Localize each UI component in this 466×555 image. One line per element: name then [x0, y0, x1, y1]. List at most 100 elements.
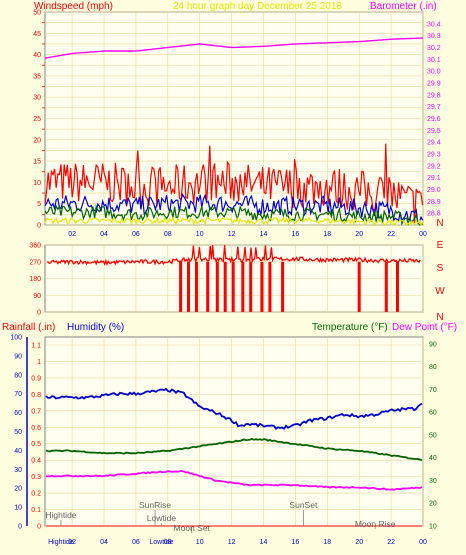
event-annotation-label: Lowtide	[147, 513, 177, 523]
humidity-line	[45, 387, 423, 430]
temperature-tick-label: 90	[429, 341, 437, 348]
barometer-line	[44, 37, 424, 59]
event-annotation-label: SunSet	[289, 500, 318, 510]
barometer-tick-label: 29.1	[427, 175, 441, 182]
wind-x-tick-label: 08	[164, 231, 172, 238]
barometer-tick-label: 29.9	[427, 81, 441, 88]
compass-label: S	[437, 263, 444, 274]
rainfall-tick-label: 0.7	[31, 408, 41, 415]
humidity-tick-label: 60	[14, 410, 22, 417]
humidity-tick-label: 100	[10, 335, 22, 342]
wind-tick-label: 25	[33, 116, 41, 123]
humidity-x-tick-label: 12	[228, 539, 236, 546]
barometer-tick-label: 30.4	[427, 21, 441, 28]
humidity-tick-label: 0	[18, 524, 22, 531]
wind-x-tick-label: 16	[292, 231, 300, 238]
compass-label: N	[436, 218, 443, 229]
humidity-tick-label: 20	[14, 486, 22, 493]
humidity-tick-label: 80	[14, 372, 22, 379]
rainfall-tick-label: 0.3	[31, 474, 41, 481]
graph-title: 24 hour graph day December 25 2018	[173, 1, 342, 12]
barometer-tick-label: 30.2	[427, 45, 441, 52]
humidity-tick-label: 10	[14, 505, 22, 512]
temperature-tick-label: 20	[429, 501, 437, 508]
compass-label: N	[436, 312, 443, 323]
barometer-tick-label: 28.9	[427, 199, 441, 206]
dew-point-line	[46, 469, 423, 491]
direction-north-dip	[260, 261, 264, 313]
compass-label: E	[437, 240, 444, 251]
barometer-tick-label: 29.5	[427, 128, 441, 135]
barometer-tick-label: 30.1	[427, 57, 441, 64]
event-annotation-label: SunRise	[139, 500, 171, 510]
humidity-tick-label: 50	[14, 429, 22, 436]
barometer-tick-label: 29.7	[427, 104, 441, 111]
humidity-x-tick-label: 02	[68, 539, 76, 546]
direction-north-dip	[396, 261, 399, 313]
rainfall-tick-label: 0.5	[31, 441, 41, 448]
barometer-tick-label: 29.3	[427, 152, 441, 159]
humidity-tick-label: 40	[14, 448, 22, 455]
wind-minimum-line	[44, 204, 423, 226]
rainfall-tick-label: 0.9	[31, 375, 41, 382]
rainfall-axis-title: Rainfall (.in)	[2, 322, 55, 333]
compass-label: W	[435, 286, 445, 297]
event-annotation-label: Moon Set	[174, 523, 211, 533]
rainfall-tick-label: 0	[37, 524, 41, 531]
direction-tick-label: 0	[37, 310, 41, 317]
direction-north-dip	[215, 261, 219, 313]
humidity-x-tick-label: 16	[292, 539, 300, 546]
temperature-axis-title: Temperature (°F)	[312, 322, 388, 333]
humidity-panel-background	[44, 336, 424, 527]
barometer-tick-label: 30.3	[427, 33, 441, 40]
rainfall-tick-label: 0.1	[31, 507, 41, 514]
direction-north-dip	[241, 261, 245, 313]
direction-tick-label: 360	[29, 243, 41, 250]
direction-tick-label: 90	[33, 293, 41, 300]
rainfall-tick-label: 0.6	[31, 425, 41, 432]
direction-north-dip	[268, 261, 272, 313]
barometer-tick-label: 29.6	[427, 116, 441, 123]
direction-north-dip	[195, 261, 198, 313]
wind-x-tick-label: 18	[323, 231, 331, 238]
temperature-tick-label: 30	[429, 478, 437, 485]
event-annotation-label: Moon Rise	[355, 519, 396, 529]
direction-line	[46, 245, 421, 267]
direction-north-dip	[223, 261, 227, 313]
rainfall-tick-label: 0.2	[31, 491, 41, 498]
wind-tick-label: 5	[37, 201, 41, 208]
temperature-tick-label: 80	[429, 364, 437, 371]
temperature-tick-label: 10	[429, 524, 437, 531]
barometer-tick-label: 29.8	[427, 92, 441, 99]
event-axis-label: Hightide	[48, 539, 74, 546]
direction-tick-label: 270	[29, 259, 41, 266]
humidity-x-tick-label: 00	[419, 539, 427, 546]
wind-tick-label: 45	[33, 31, 41, 38]
wind-tick-label: 20	[33, 137, 41, 144]
humidity-x-tick-label: 22	[387, 539, 395, 546]
temperature-line	[45, 438, 423, 462]
barometer-tick-label: 29.4	[427, 140, 441, 147]
windspeed-axis-title: Windspeed (mph)	[34, 1, 113, 12]
wind-calm-line	[44, 216, 424, 227]
barometer-tick-label: 30.0	[427, 69, 441, 76]
direction-north-dip	[357, 261, 361, 313]
humidity-x-tick-label: 18	[323, 539, 331, 546]
rainfall-tick-label: 1	[37, 359, 41, 366]
wind-x-tick-label: 14	[260, 231, 268, 238]
humidity-x-tick-label: 14	[260, 539, 268, 546]
humidity-x-tick-label: 04	[100, 539, 108, 546]
wind-x-tick-label: 10	[196, 231, 204, 238]
wind-x-tick-label: 12	[228, 231, 236, 238]
humidity-x-tick-label: 20	[355, 539, 363, 546]
temperature-tick-label: 40	[429, 455, 437, 462]
direction-north-dip	[384, 261, 388, 313]
wind-average-line	[44, 193, 424, 225]
wind-x-tick-label: 20	[355, 231, 363, 238]
wind-tick-label: 35	[33, 73, 41, 80]
wind-tick-label: 0	[37, 223, 41, 230]
humidity-x-tick-label: 06	[132, 539, 140, 546]
direction-tick-label: 180	[29, 276, 41, 283]
direction-north-dip	[206, 261, 210, 313]
rainfall-tick-label: 1.1	[31, 343, 41, 350]
